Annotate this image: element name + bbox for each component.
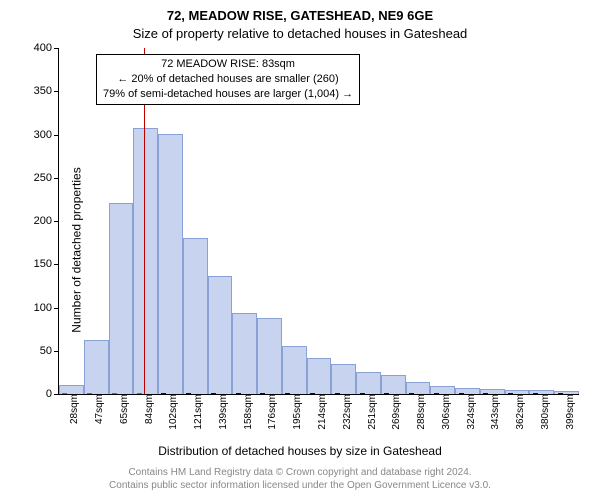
- x-tick: 121sqm: [186, 394, 204, 430]
- x-tick: 214sqm: [310, 394, 328, 430]
- histogram-bar: [257, 318, 282, 394]
- histogram-bar: [331, 364, 356, 394]
- histogram-bar: [133, 128, 158, 394]
- annotation-line-1: 72 MEADOW RISE: 83sqm: [103, 57, 353, 72]
- annotation-line-3: 79% of semi-detached houses are larger (…: [103, 87, 353, 102]
- y-tick: 200: [34, 215, 59, 227]
- y-tick: 100: [34, 302, 59, 314]
- x-tick: 306sqm: [434, 394, 452, 430]
- x-tick: 84sqm: [137, 394, 155, 424]
- x-tick: 380sqm: [533, 394, 551, 430]
- histogram-bar: [158, 134, 183, 394]
- chart-subtitle: Size of property relative to detached ho…: [0, 26, 600, 41]
- annotation-box: 72 MEADOW RISE: 83sqm ← 20% of detached …: [96, 54, 360, 105]
- histogram-bar: [307, 358, 332, 394]
- histogram-bar: [208, 276, 233, 394]
- annotation-line-2: ← 20% of detached houses are smaller (26…: [103, 72, 353, 87]
- x-tick: 343sqm: [483, 394, 501, 430]
- y-tick: 0: [46, 388, 59, 400]
- histogram-bar: [84, 340, 109, 394]
- x-tick: 158sqm: [236, 394, 254, 430]
- x-axis-label: Distribution of detached houses by size …: [0, 444, 600, 458]
- histogram-bar: [232, 313, 257, 394]
- x-tick: 232sqm: [335, 394, 353, 430]
- x-tick: 65sqm: [112, 394, 130, 424]
- address-title: 72, MEADOW RISE, GATESHEAD, NE9 6GE: [0, 8, 600, 23]
- y-tick: 400: [34, 42, 59, 54]
- histogram-plot: 72 MEADOW RISE: 83sqm ← 20% of detached …: [58, 48, 579, 395]
- histogram-bar: [282, 346, 307, 394]
- y-tick: 350: [34, 85, 59, 97]
- x-tick: 195sqm: [285, 394, 303, 430]
- x-tick: 28sqm: [62, 394, 80, 424]
- x-tick: 362sqm: [508, 394, 526, 430]
- histogram-bar: [109, 203, 134, 394]
- x-tick: 399sqm: [558, 394, 576, 430]
- footer-line-2: Contains public sector information licen…: [0, 479, 600, 492]
- x-tick: 288sqm: [409, 394, 427, 430]
- x-tick: 251sqm: [360, 394, 378, 430]
- histogram-bar: [381, 375, 406, 394]
- attribution-footer: Contains HM Land Registry data © Crown c…: [0, 466, 600, 492]
- footer-line-1: Contains HM Land Registry data © Crown c…: [0, 466, 600, 479]
- x-tick: 269sqm: [384, 394, 402, 430]
- x-tick: 139sqm: [211, 394, 229, 430]
- x-tick: 176sqm: [260, 394, 278, 430]
- y-tick: 50: [40, 345, 59, 357]
- x-tick: 47sqm: [87, 394, 105, 424]
- y-tick: 300: [34, 129, 59, 141]
- histogram-bar: [406, 382, 431, 394]
- y-tick: 250: [34, 172, 59, 184]
- x-tick: 324sqm: [459, 394, 477, 430]
- y-tick: 150: [34, 258, 59, 270]
- histogram-bar: [356, 372, 381, 394]
- x-tick: 102sqm: [161, 394, 179, 430]
- histogram-bar: [183, 238, 208, 394]
